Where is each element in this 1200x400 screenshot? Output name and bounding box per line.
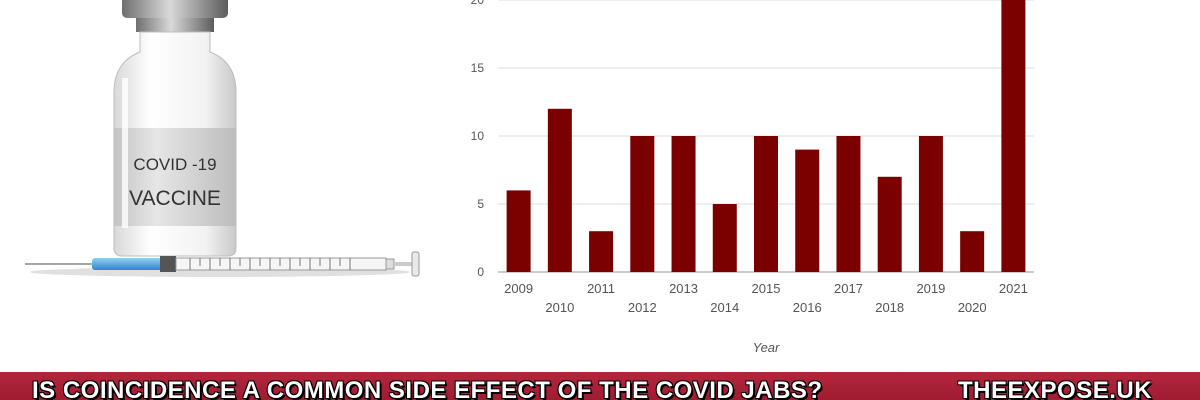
bar-2018: [877, 176, 902, 272]
x-tick-label: 2018: [875, 300, 904, 315]
x-tick-label: 2013: [669, 281, 698, 296]
vial-body: [113, 31, 237, 257]
y-tick-label: 5: [477, 197, 484, 211]
x-tick-label: 2011: [587, 281, 615, 296]
bar-2017: [836, 136, 861, 272]
vaccine-illustration: COVID -19 VACCINE: [25, 0, 420, 277]
vial-label-line1: COVID -19: [133, 155, 216, 174]
bar-2011: [589, 231, 614, 272]
bar-2021: [1001, 0, 1026, 272]
bar-2020: [960, 231, 985, 272]
x-axis-tick-labels: 2009 2010 2011 2012 2013 2014 2015 2016 2017 2018…: [504, 281, 1028, 315]
bar-2014: [712, 204, 737, 272]
x-tick-label: 2017: [834, 281, 863, 296]
banner-headline: IS COINCIDENCE A COMMON SIDE EFFECT OF T…: [32, 377, 823, 400]
banner-site-name[interactable]: THEEXPOSE.UK: [958, 377, 1153, 400]
bar-2009: [506, 190, 531, 272]
x-tick-label: 2019: [916, 281, 945, 296]
y-tick-label: 10: [471, 129, 485, 143]
vial-cap: [122, 0, 228, 32]
y-tick-label: 15: [471, 61, 485, 75]
x-tick-label: 2020: [958, 300, 987, 315]
x-axis-title: Year: [753, 340, 780, 355]
x-tick-label: 2021: [999, 281, 1028, 296]
x-tick-label: 2012: [628, 300, 657, 315]
syringe-icon: [25, 251, 420, 277]
y-tick-label: 20: [471, 0, 485, 7]
bar-2015: [754, 136, 778, 272]
x-tick-label: 2010: [545, 300, 574, 315]
bar-2019: [918, 136, 943, 272]
bar-2013: [671, 136, 696, 272]
bar-chart: 0 5 10 15 20 2009 2010 2011 2012 2013 2014 2015 201…: [471, 0, 1034, 355]
chart-bars: [506, 0, 1026, 272]
bar-2016: [795, 149, 820, 272]
headline-banner: IS COINCIDENCE A COMMON SIDE EFFECT OF T…: [0, 372, 1200, 400]
vial-label-line2: VACCINE: [129, 187, 221, 210]
x-tick-label: 2009: [504, 281, 533, 296]
bar-2012: [630, 136, 655, 272]
y-axis-tick-labels: 0 5 10 15 20: [471, 0, 485, 279]
bar-2010: [547, 108, 572, 272]
x-tick-label: 2015: [752, 281, 781, 296]
x-tick-label: 2014: [710, 300, 739, 315]
x-tick-label: 2016: [793, 300, 822, 315]
y-tick-label: 0: [477, 265, 484, 279]
